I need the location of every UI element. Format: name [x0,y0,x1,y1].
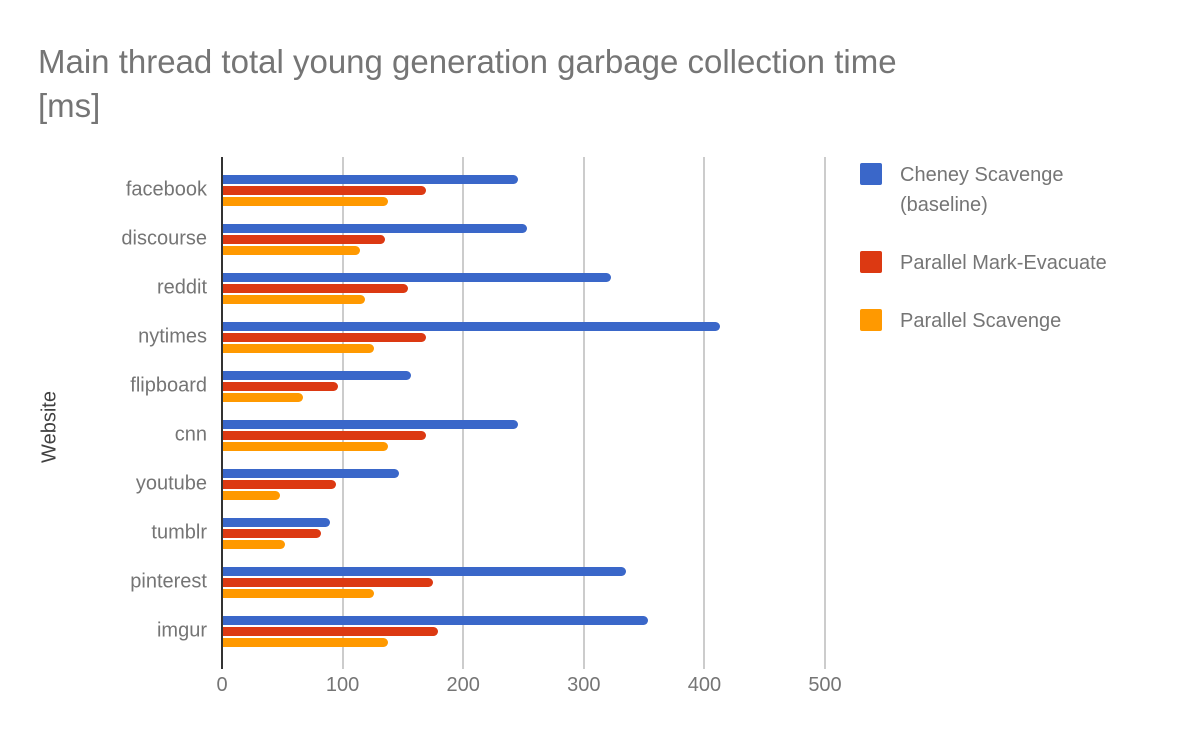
bar[interactable] [223,539,285,549]
bar[interactable] [223,615,648,625]
bar[interactable] [223,196,389,206]
gridline [582,157,585,669]
legend-swatch-blue-icon [860,163,882,185]
bar[interactable] [223,174,519,184]
bar[interactable] [223,441,389,451]
y-axis-line [221,157,223,669]
bar[interactable] [223,517,331,527]
legend-swatch-red-icon [860,251,882,273]
x-tick-label: 0 [216,674,228,696]
legend-label: Cheney Scavenge (baseline) [900,164,1064,216]
bar[interactable] [223,490,280,500]
bar[interactable] [223,343,374,353]
plot-area [221,157,826,669]
x-tick-label: 100 [325,674,360,696]
grid-layer [221,157,826,669]
bar[interactable] [223,370,412,380]
bar[interactable] [223,223,527,233]
bar-layer [222,157,825,662]
bar[interactable] [223,321,720,331]
y-axis-labels: facebook discourse reddit nytimes flipboard c… [0,157,222,662]
y-category-label: facebook [125,178,207,201]
bar-group-cnn [223,411,826,460]
y-category-label: imgur [156,619,207,642]
legend-item-parallel-scavenge[interactable]: Parallel Scavenge [860,306,1132,336]
legend: Cheney Scavenge (baseline) Parallel Mark… [860,160,1132,336]
bar[interactable] [223,588,374,598]
gridline [824,157,826,669]
x-tick-label: 300 [567,674,601,696]
bar[interactable] [223,234,385,244]
y-category-label: reddit [156,276,207,299]
legend-item-cheney-scavenge[interactable]: Cheney Scavenge (baseline) [860,160,1132,220]
y-category-label: nytimes [138,325,207,348]
bar[interactable] [223,381,338,391]
chart-title: Main thread total young generation garba… [38,43,897,124]
x-tick-label: 500 [808,674,842,696]
y-category-label: youtube [135,472,207,495]
x-axis-labels: 0 100 200 300 400 500 [216,674,841,702]
legend-swatch-orange-icon [860,309,882,331]
bar[interactable] [223,272,612,282]
bar-group-facebook [223,166,826,215]
bar-group-nytimes [223,313,826,362]
gridline [703,157,706,669]
bar-group-flipboard [223,362,826,411]
legend-item-parallel-mark-evacuate[interactable]: Parallel Mark-Evacuate [860,248,1132,278]
bar[interactable] [223,283,408,293]
bar-group-tumblr [223,509,826,558]
bar[interactable] [223,626,438,636]
y-category-label: flipboard [130,374,207,397]
bar[interactable] [223,392,303,402]
bar[interactable] [223,637,389,647]
bar-group-youtube [223,460,826,509]
bar[interactable] [223,245,361,255]
bar-group-discourse [223,215,826,264]
bar[interactable] [223,577,433,587]
gridline [462,157,465,669]
bar-group-pinterest [223,558,826,607]
bar[interactable] [223,468,400,478]
bar[interactable] [223,185,426,195]
bar-group-imgur [223,607,826,656]
y-category-label: cnn [174,423,207,446]
bar[interactable] [223,528,321,538]
bar[interactable] [223,332,426,342]
legend-label: Parallel Mark-Evacuate [900,252,1107,274]
x-tick-label: 200 [446,674,480,696]
bar[interactable] [223,419,519,429]
y-category-label: tumblr [151,521,207,544]
bar-group-reddit [223,264,826,313]
bar[interactable] [223,479,337,489]
legend-label: Parallel Scavenge [900,310,1062,332]
gridline [341,157,344,669]
bar[interactable] [223,566,626,576]
y-category-label: discourse [121,227,207,250]
bar[interactable] [223,430,426,440]
x-tick-label: 400 [687,674,722,696]
bar[interactable] [223,294,366,304]
y-category-label: pinterest [130,570,207,593]
